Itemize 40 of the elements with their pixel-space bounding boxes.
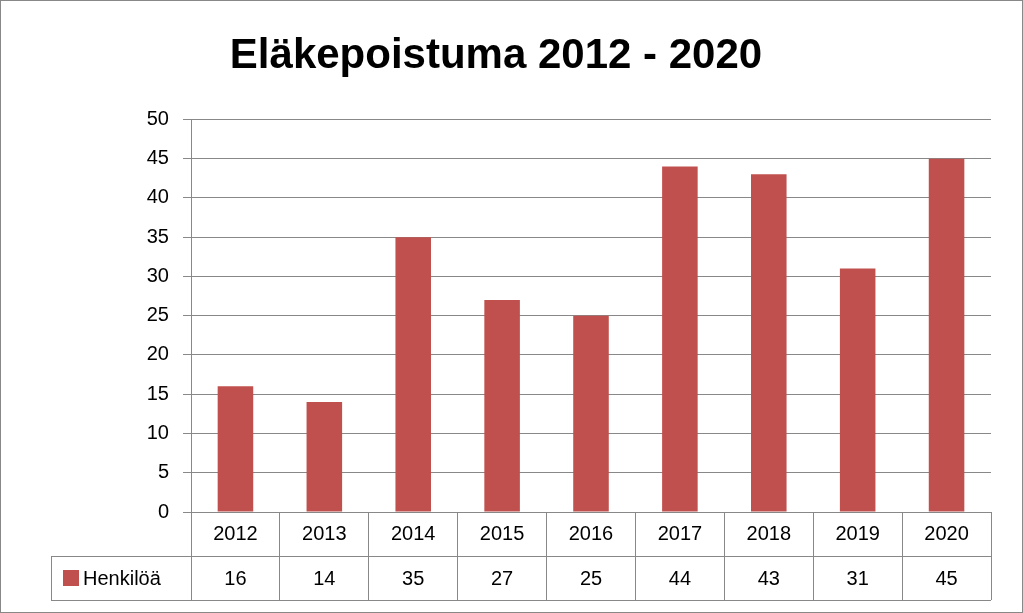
legend-label: Henkilöä (83, 566, 162, 589)
y-tick-label: 40 (146, 185, 169, 208)
data-label: 16 (224, 566, 247, 589)
data-label: 45 (935, 566, 958, 589)
y-tick-label: 10 (146, 421, 169, 443)
y-tick-label: 50 (146, 106, 169, 129)
data-label: 27 (490, 566, 514, 589)
x-tick-label: 2012 (213, 521, 258, 544)
bar (217, 386, 254, 512)
data-label: 35 (402, 566, 425, 589)
y-tick-label: 45 (146, 146, 169, 169)
x-tick-label: 2020 (924, 521, 969, 544)
y-tick-label: 20 (146, 342, 169, 365)
bar (662, 166, 698, 512)
data-label: 14 (313, 566, 336, 589)
chart-title: Eläkepoistuma 2012 - 2020 (229, 29, 763, 77)
bar (484, 300, 520, 512)
x-tick-label: 2015 (479, 521, 525, 544)
y-tick-label: 0 (157, 499, 169, 522)
y-tick-label: 35 (146, 224, 169, 247)
y-tick-label: 30 (146, 263, 169, 286)
x-tick-label: 2018 (746, 521, 792, 544)
x-tick-label: 2019 (835, 521, 880, 544)
x-tick-label: 2013 (302, 521, 347, 544)
bar (751, 174, 787, 512)
y-tick-label: 5 (157, 460, 169, 483)
bar (573, 315, 609, 512)
x-tick-label: 2016 (568, 521, 614, 544)
x-tick-label: 2017 (657, 521, 703, 544)
x-tick-label: 2014 (390, 521, 436, 544)
data-label: 44 (668, 566, 692, 589)
y-tick-label: 25 (146, 303, 169, 326)
bar (306, 402, 343, 512)
data-label: 31 (846, 566, 869, 589)
bar (928, 158, 965, 512)
bar (395, 237, 431, 512)
data-label: 25 (579, 566, 603, 589)
data-label: 43 (757, 566, 780, 589)
bar (839, 268, 876, 512)
y-tick-label: 15 (146, 381, 169, 404)
